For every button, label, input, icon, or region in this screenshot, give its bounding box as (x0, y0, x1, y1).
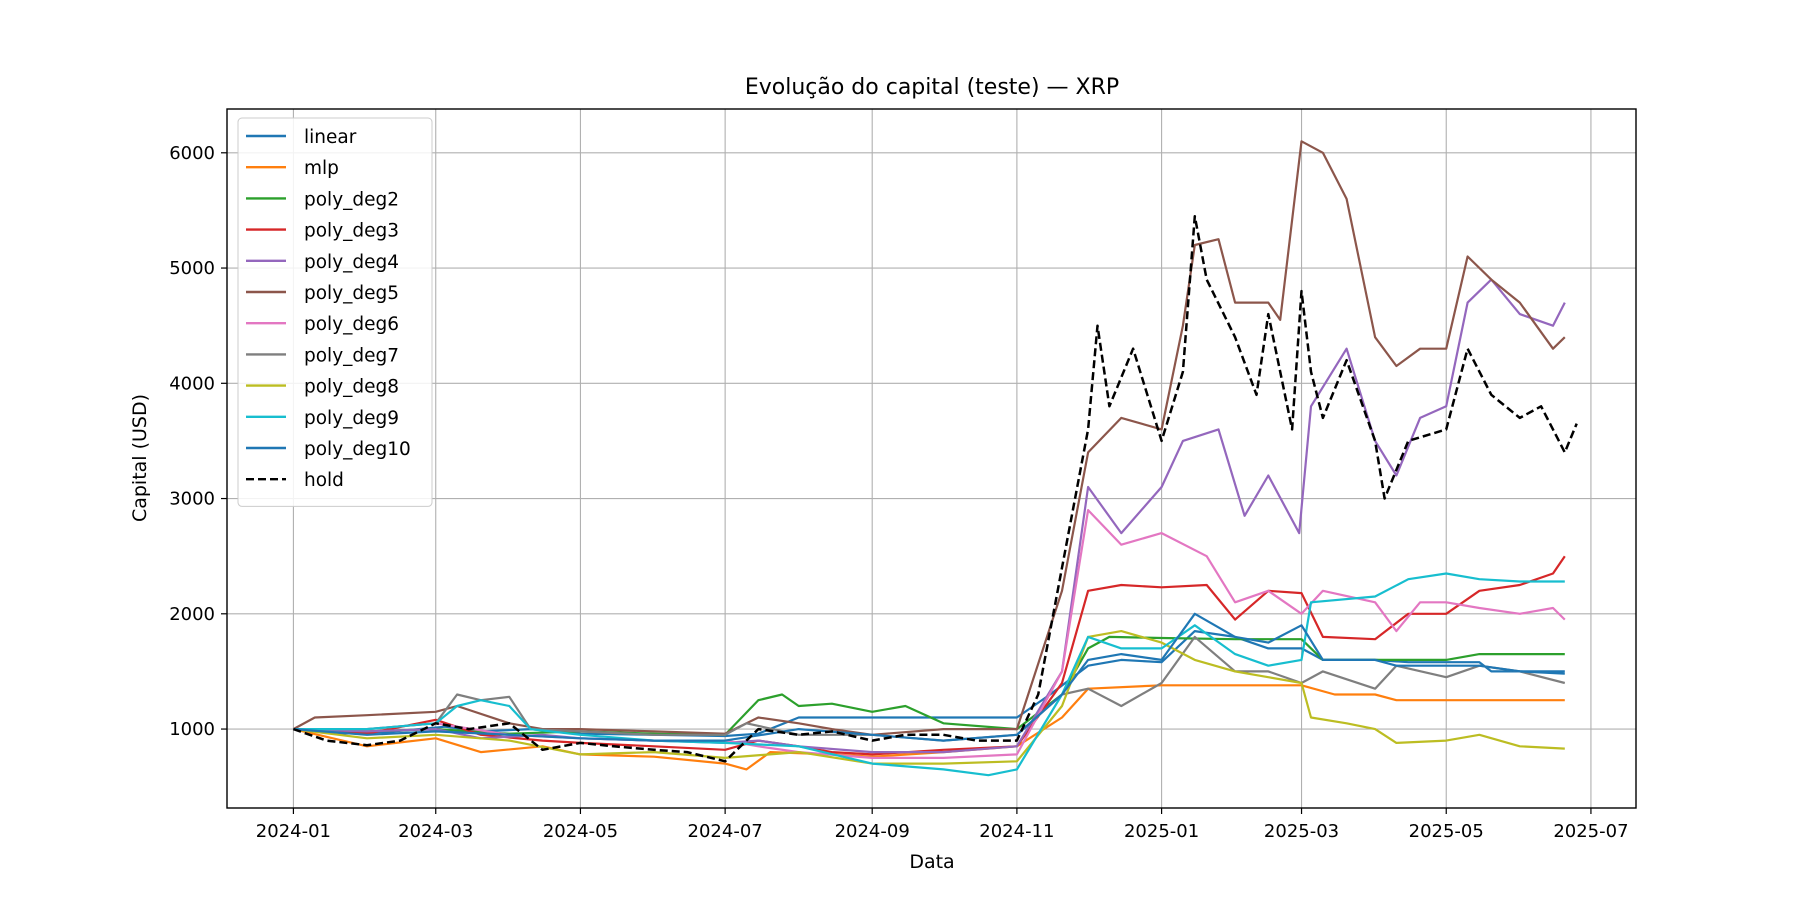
series-line-hold (292, 214, 1578, 763)
y-tick-label: 3000 (169, 489, 215, 510)
x-axis-ticks: 2024-01 2024-03 2024-05 2024-07 2024-09 2024-… (256, 808, 1629, 842)
legend-label: poly_deg10 (304, 439, 411, 460)
legend-label: poly_deg2 (304, 189, 399, 210)
series-line-poly-deg10 (293, 612, 1565, 742)
y-tick-label: 2000 (169, 604, 215, 625)
y-tick-label: 5000 (169, 258, 215, 279)
legend-label: linear (304, 127, 357, 148)
x-tick-label: 2025-03 (1264, 821, 1339, 842)
legend-label: poly_deg3 (304, 221, 399, 242)
legend-label: poly_deg5 (304, 283, 399, 304)
x-tick-label: 2024-07 (688, 821, 763, 842)
legend-label: hold (304, 470, 344, 491)
x-tick-label: 2024-05 (543, 821, 618, 842)
legend-label: mlp (304, 158, 339, 179)
legend-label: poly_deg6 (304, 314, 399, 335)
legend-label: poly_deg9 (304, 408, 399, 429)
x-tick-label: 2024-03 (398, 821, 473, 842)
y-axis-ticks: 1000 2000 3000 4000 5000 6000 (169, 143, 227, 740)
legend-label: poly_deg7 (304, 345, 399, 366)
series-line-poly-deg3 (293, 555, 1566, 756)
x-tick-label: 2025-05 (1409, 821, 1484, 842)
legend: linear mlp poly_deg2 poly_deg3 poly_deg4poly… (237, 117, 433, 507)
x-axis-label: Data (909, 851, 954, 873)
series-line-mlp (293, 684, 1565, 771)
x-tick-label: 2025-01 (1124, 821, 1199, 842)
x-tick-label: 2024-01 (256, 821, 331, 842)
series-line-poly-deg8 (293, 630, 1565, 765)
plot-frame (226, 108, 1637, 809)
x-tick-label: 2025-07 (1553, 821, 1628, 842)
legend-label: poly_deg8 (304, 377, 399, 398)
y-tick-label: 6000 (169, 143, 215, 164)
series-lines (292, 140, 1578, 777)
legend-label: poly_deg4 (304, 252, 399, 273)
chart-title: Evolução do capital (teste) — XRP (745, 75, 1119, 100)
x-tick-label: 2024-11 (979, 821, 1054, 842)
x-tick-label: 2024-09 (835, 821, 910, 842)
y-tick-label: 4000 (169, 373, 215, 394)
y-tick-label: 1000 (169, 719, 215, 740)
series-line-poly-deg9 (293, 572, 1565, 777)
legend-box (237, 117, 433, 507)
y-axis-label: Capital (USD) (129, 394, 151, 522)
